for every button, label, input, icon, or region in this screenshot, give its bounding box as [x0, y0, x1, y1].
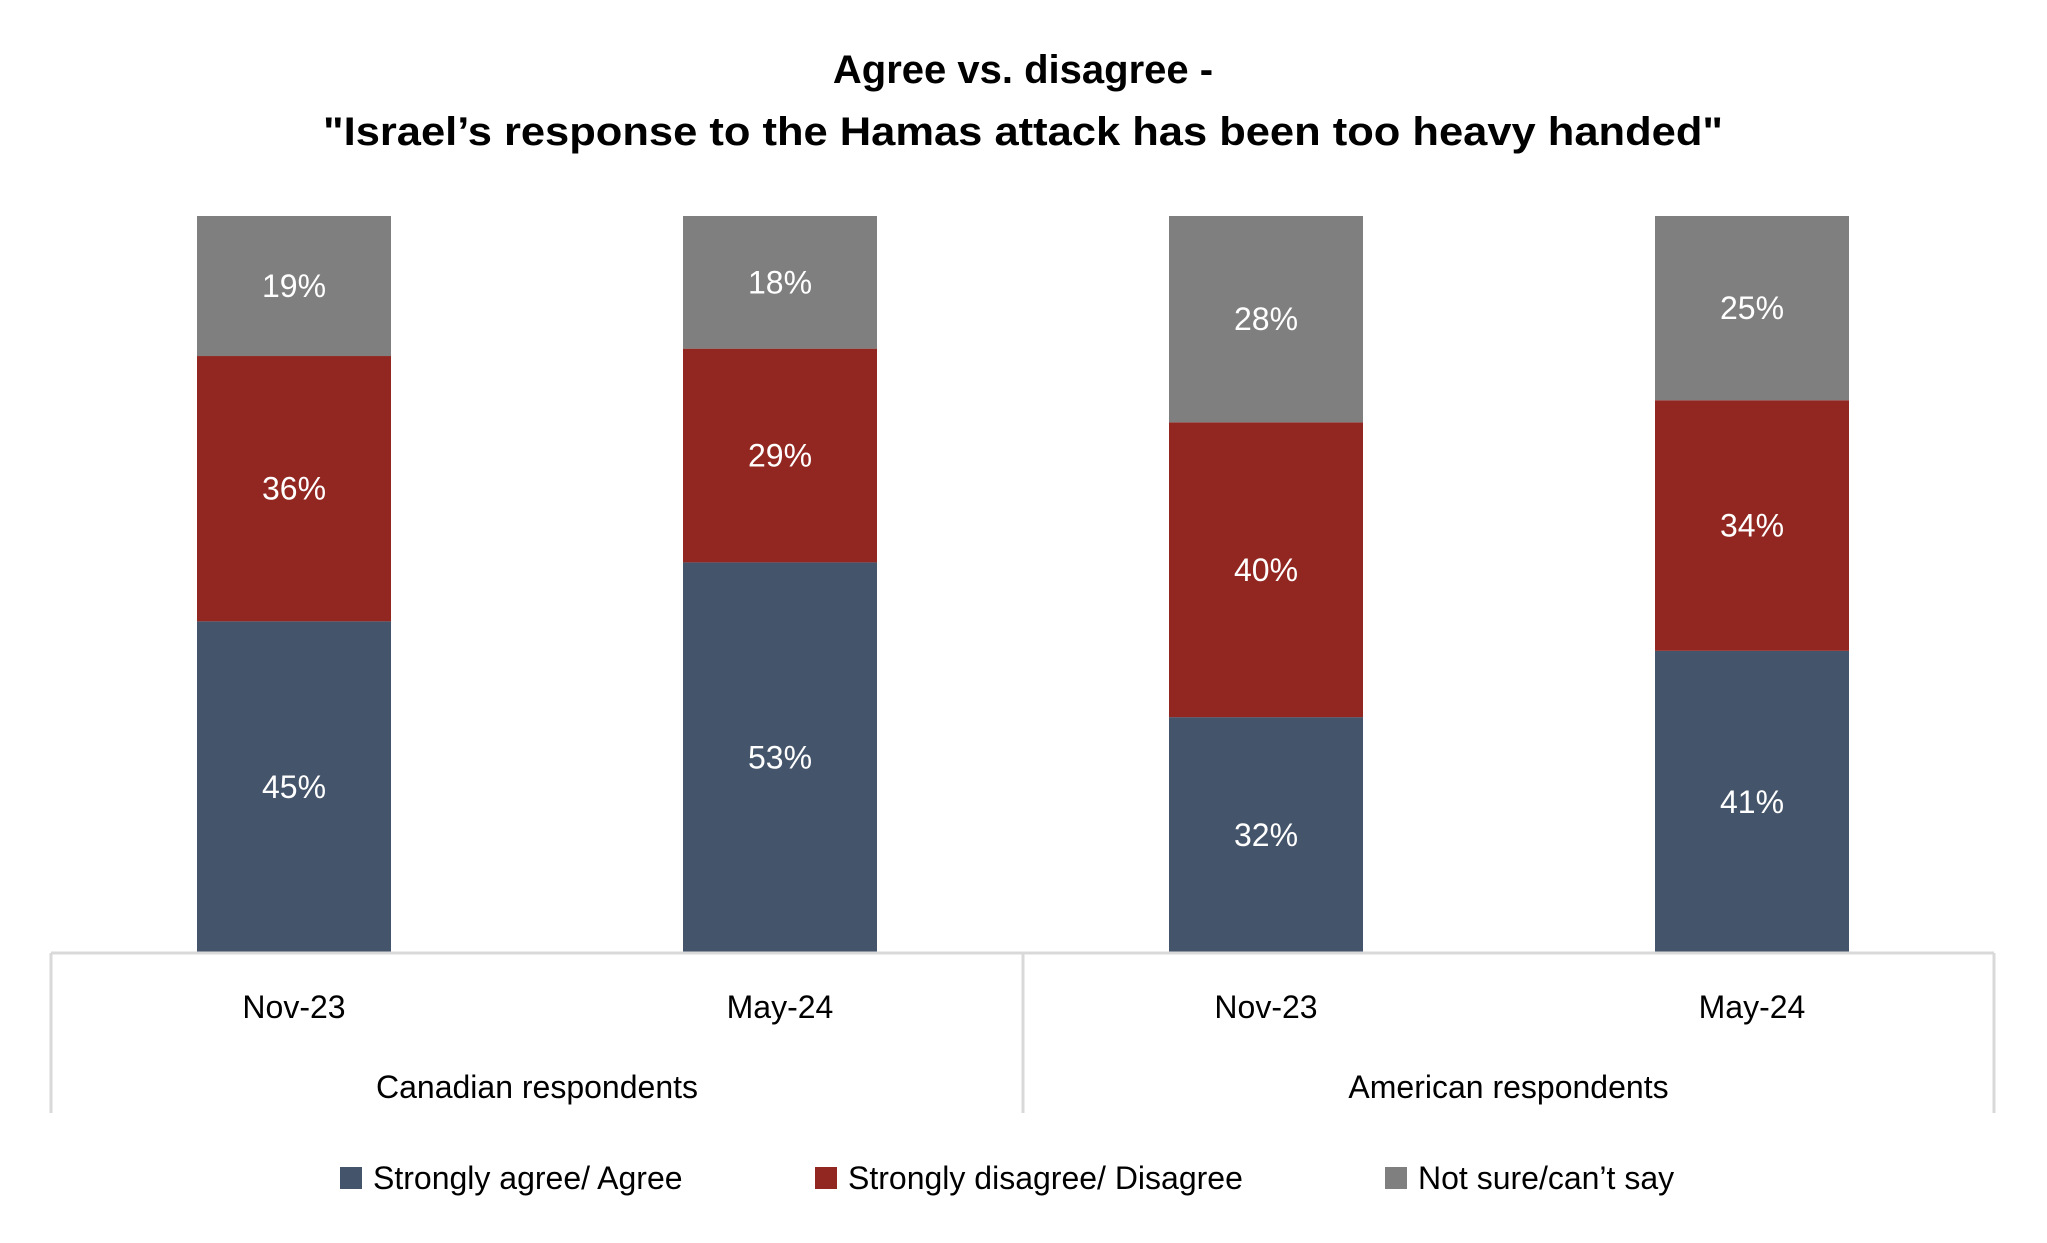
data-label-strongly-disagree-disagree-3: 40% — [1234, 552, 1298, 588]
bar-segment-strongly-disagree-disagree-2 — [683, 348, 877, 563]
bar-segment-strongly-agree-agree-3 — [1169, 717, 1363, 953]
group-label-american-respondents: American respondents — [1348, 1069, 1668, 1105]
data-label-not-sure-can-t-say-4: 25% — [1720, 290, 1784, 326]
bars-layer — [197, 216, 1849, 953]
legend-swatch-icon — [340, 1167, 362, 1189]
bar-segment-strongly-agree-agree-1 — [197, 621, 391, 953]
data-label-not-sure-can-t-say-3: 28% — [1234, 301, 1298, 337]
data-label-strongly-disagree-disagree-1: 36% — [262, 471, 326, 507]
legend-swatch-icon — [1385, 1167, 1407, 1189]
category-axis: Nov-23 May-24 Nov-23 May-24 Canadian respond… — [49, 951, 1996, 1113]
legend-item-strongly-disagree-disagree: Strongly disagree/ Disagree — [815, 1160, 1243, 1196]
bar-segment-not-sure-can-t-say-4 — [1655, 216, 1849, 401]
data-label-strongly-agree-agree-1: 45% — [262, 769, 326, 805]
bar-segment-strongly-disagree-disagree-1 — [197, 356, 391, 622]
legend-item-not-sure-can-t-say: Not sure/can’t say — [1385, 1160, 1674, 1196]
data-label-strongly-disagree-disagree-2: 29% — [748, 438, 812, 474]
bar-segment-not-sure-can-t-say-3 — [1169, 216, 1363, 423]
bar-segment-not-sure-can-t-say-2 — [683, 216, 877, 349]
data-labels-layer: 45% 36% 19% 53% 29% 18% 32% 40% 28% 41% 34% 25% — [262, 264, 1784, 853]
chart-title: Agree vs. disagree - "Israel’s response … — [323, 48, 1723, 154]
legend-label: Strongly agree/ Agree — [373, 1160, 683, 1196]
bar-segment-strongly-agree-agree-2 — [683, 562, 877, 953]
chart-title-line-1: Agree vs. disagree - — [833, 48, 1213, 92]
bar-segment-strongly-disagree-disagree-4 — [1655, 400, 1849, 651]
bar-segment-not-sure-can-t-say-1 — [197, 216, 391, 357]
data-label-not-sure-can-t-say-1: 19% — [262, 268, 326, 304]
category-label-2: May-24 — [727, 989, 834, 1025]
legend-item-strongly-agree-agree: Strongly agree/ Agree — [340, 1160, 683, 1196]
data-label-strongly-disagree-disagree-4: 34% — [1720, 508, 1784, 544]
data-label-strongly-agree-agree-2: 53% — [748, 740, 812, 776]
data-label-not-sure-can-t-say-2: 18% — [748, 264, 812, 300]
bar-segment-strongly-disagree-disagree-3 — [1169, 422, 1363, 718]
legend: Strongly agree/ Agree Strongly disagree/ … — [340, 1160, 1674, 1196]
category-label-3: Nov-23 — [1214, 989, 1317, 1025]
data-label-strongly-agree-agree-3: 32% — [1234, 817, 1298, 853]
legend-label: Strongly disagree/ Disagree — [848, 1160, 1243, 1196]
chart-title-line-2: "Israel’s response to the Hamas attack h… — [323, 110, 1723, 154]
legend-swatch-icon — [815, 1167, 837, 1189]
category-label-1: Nov-23 — [242, 989, 345, 1025]
bar-segment-strongly-agree-agree-4 — [1655, 650, 1849, 953]
group-label-canadian-respondents: Canadian respondents — [376, 1069, 698, 1105]
data-label-strongly-agree-agree-4: 41% — [1720, 784, 1784, 820]
category-label-4: May-24 — [1699, 989, 1806, 1025]
legend-label: Not sure/can’t say — [1418, 1160, 1674, 1196]
